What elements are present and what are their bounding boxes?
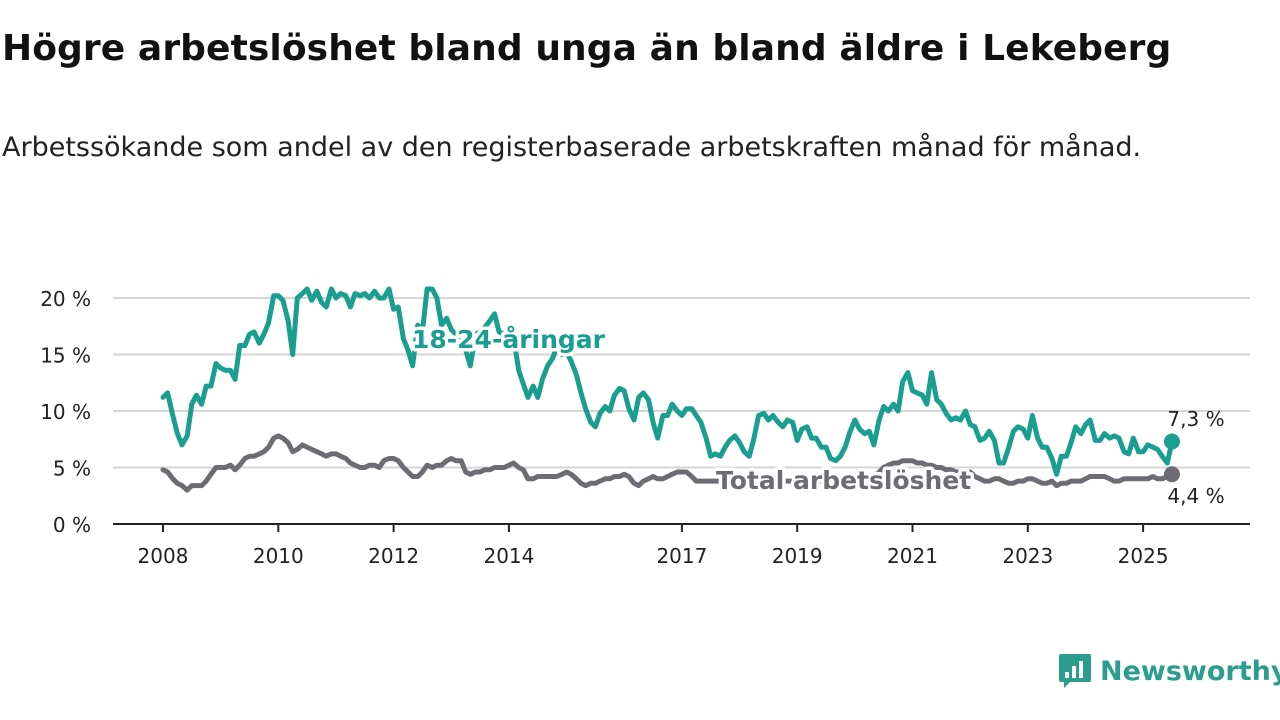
y-tick-label: 0 % <box>53 513 91 537</box>
end-value-label-youth: 7,3 % <box>1167 407 1224 431</box>
x-tick-label: 2017 <box>656 544 707 568</box>
x-tick-label: 2010 <box>253 544 304 568</box>
x-tick-label: 2014 <box>483 544 534 568</box>
series-line-youth <box>160 286 1175 477</box>
series-line-total <box>160 433 1175 493</box>
x-tick-label: 2019 <box>772 544 823 568</box>
y-tick-label: 15 % <box>40 344 91 368</box>
end-marker-youth <box>1163 433 1180 450</box>
series-label-total: Total arbetslöshet <box>716 466 971 495</box>
y-tick-label: 5 % <box>53 457 91 481</box>
y-tick-label: 10 % <box>40 400 91 424</box>
chart-title: Högre arbetslöshet bland unga än bland ä… <box>2 28 1172 69</box>
end-marker-total <box>1163 466 1180 483</box>
brand-logo: Newsworthy <box>1058 652 1280 690</box>
x-tick-label: 2008 <box>138 544 189 568</box>
x-tick-label: 2012 <box>368 544 419 568</box>
newsworthy-logo-icon <box>1059 654 1091 688</box>
x-tick-label: 2021 <box>887 544 938 568</box>
x-tick-label: 2025 <box>1118 544 1169 568</box>
y-tick-label: 20 % <box>40 287 91 311</box>
x-tick-label: 2023 <box>1002 544 1053 568</box>
brand-name: Newsworthy <box>1100 655 1280 687</box>
chart-subtitle: Arbetssökande som andel av den registerb… <box>2 132 1142 163</box>
series-label-youth: 18-24-åringar <box>412 325 606 354</box>
end-value-label-total: 4,4 % <box>1167 484 1224 508</box>
